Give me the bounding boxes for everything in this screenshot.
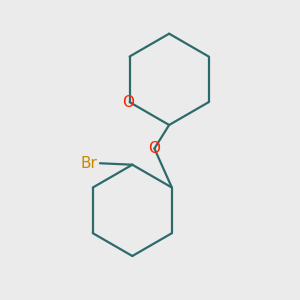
Text: O: O	[148, 141, 160, 156]
Text: Br: Br	[81, 156, 98, 171]
Text: O: O	[122, 95, 134, 110]
